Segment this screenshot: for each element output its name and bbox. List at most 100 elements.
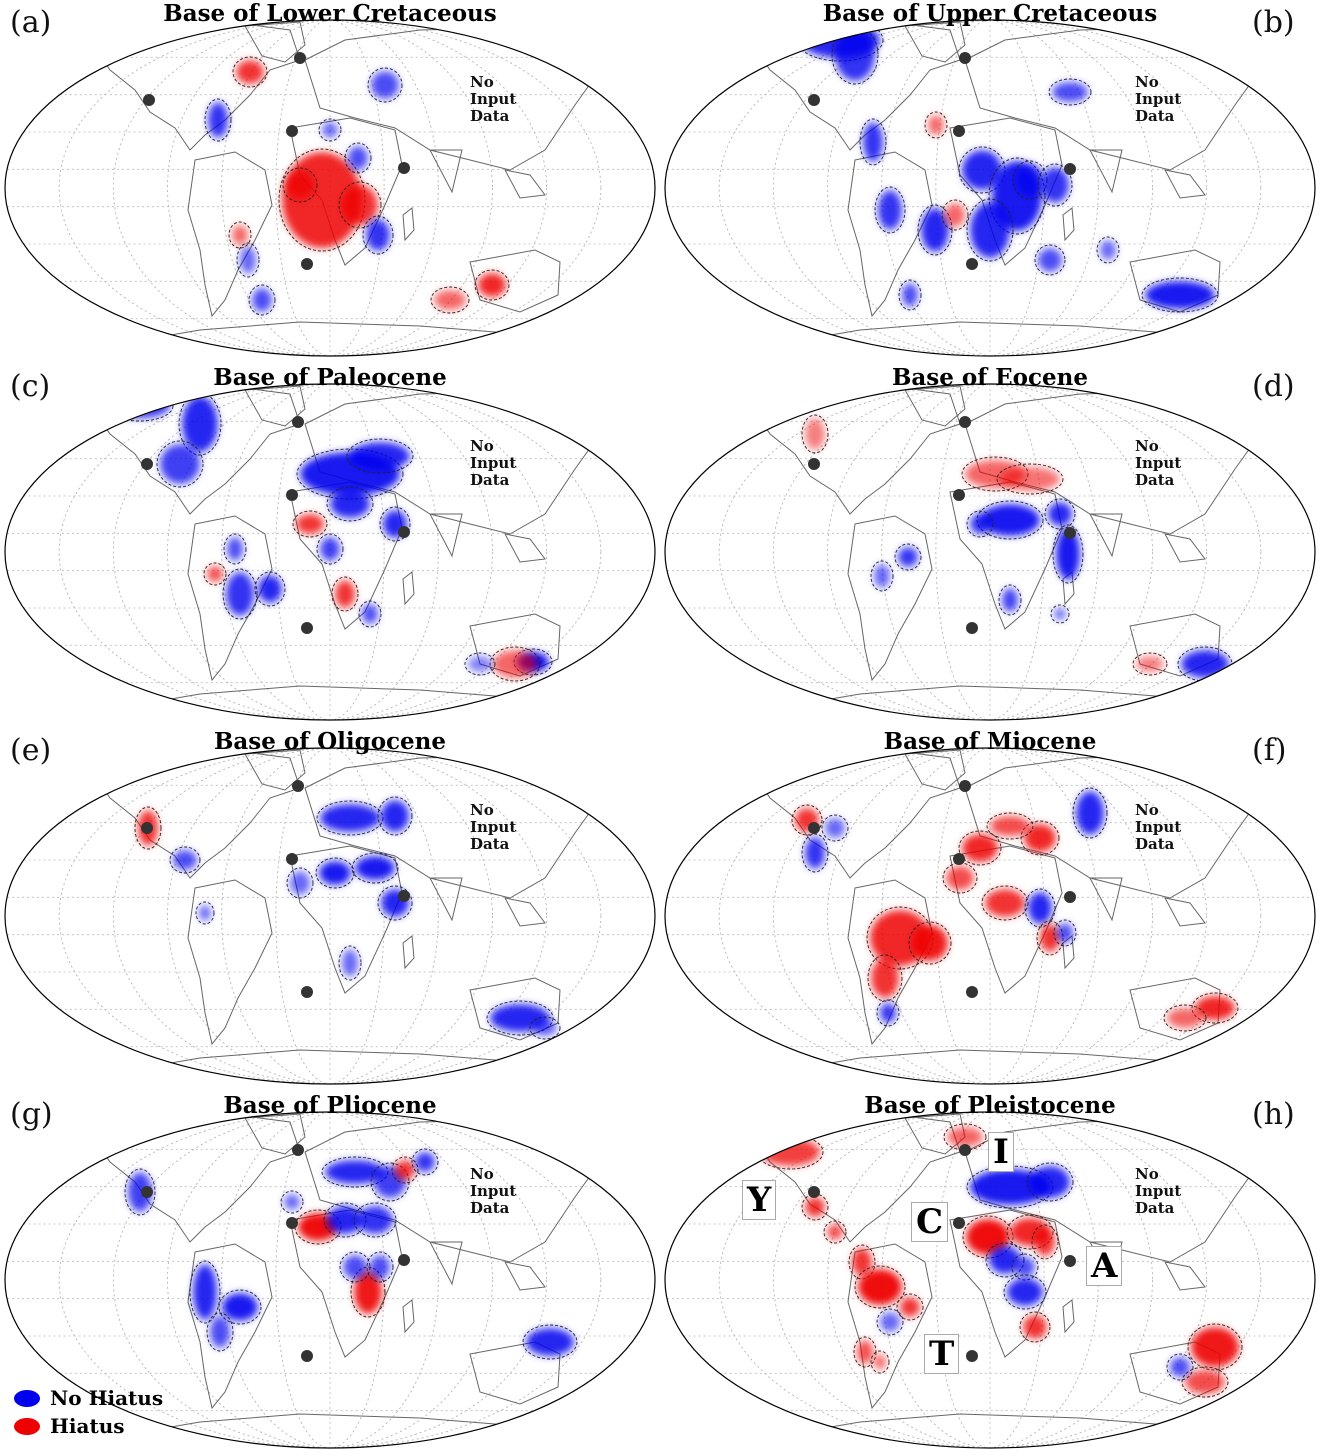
legend: No Hiatus Hiatus bbox=[14, 1384, 163, 1440]
hiatus-region bbox=[1031, 1224, 1059, 1260]
coastline-india bbox=[429, 149, 463, 194]
hiatus-region bbox=[848, 1244, 876, 1280]
panel-e: Base of Oligocene (e) No Input Data bbox=[0, 728, 660, 1092]
site-marker bbox=[292, 780, 304, 792]
panel-a: Base of Lower Cretaceous (a) No Input Data bbox=[0, 0, 660, 364]
meridian-line bbox=[718, 748, 1262, 1084]
no-input-data-note: No Input Data bbox=[1135, 1165, 1182, 1217]
map-g bbox=[4, 1111, 656, 1449]
site-marker bbox=[953, 1217, 965, 1229]
site-marker bbox=[808, 822, 820, 834]
site-marker bbox=[398, 1254, 410, 1266]
hiatus-region bbox=[801, 414, 829, 454]
no-hiatus-region bbox=[315, 857, 355, 889]
coastline-india bbox=[1089, 877, 1123, 922]
panel-label: (d) bbox=[1252, 369, 1295, 404]
no-input-data-note: No Input Data bbox=[1135, 73, 1182, 125]
no-hiatus-region bbox=[189, 1260, 221, 1324]
no-hiatus-region bbox=[1096, 236, 1120, 264]
no-hiatus-region bbox=[1034, 244, 1066, 276]
meridian-line bbox=[772, 1112, 1208, 1448]
site-label-a: A bbox=[1086, 1246, 1123, 1286]
hiatus-region bbox=[823, 1220, 847, 1244]
panel-title: Base of Pliocene bbox=[223, 1092, 437, 1119]
no-hiatus-region bbox=[1048, 78, 1092, 106]
site-marker bbox=[808, 1186, 820, 1198]
coastline-antarctica bbox=[789, 685, 1221, 720]
no-hiatus-region bbox=[464, 652, 496, 676]
site-marker bbox=[959, 52, 971, 64]
coastline-africa bbox=[949, 117, 1063, 266]
panel-label: (f) bbox=[1252, 733, 1287, 768]
site-marker bbox=[141, 1186, 153, 1198]
hiatus-region bbox=[338, 181, 382, 229]
no-hiatus-region bbox=[1011, 1253, 1039, 1281]
panel-label: (e) bbox=[10, 733, 52, 768]
coastline-southAmerica bbox=[847, 515, 933, 682]
site-marker bbox=[966, 1350, 978, 1362]
no-hiatus-region bbox=[801, 833, 829, 873]
meridian-line bbox=[772, 384, 1208, 720]
map-background bbox=[665, 1112, 1315, 1448]
site-marker bbox=[141, 822, 153, 834]
no-hiatus-region bbox=[351, 852, 399, 884]
hiatus-region bbox=[924, 111, 948, 139]
hiatus-swatch bbox=[14, 1417, 40, 1435]
no-hiatus-region bbox=[362, 215, 394, 255]
site-marker bbox=[143, 94, 155, 106]
meridian-line bbox=[718, 1112, 1262, 1448]
site-marker bbox=[953, 489, 965, 501]
hiatus-region bbox=[854, 1265, 906, 1309]
site-marker bbox=[286, 1217, 298, 1229]
site-label-y: Y bbox=[742, 1180, 777, 1220]
coastline-seAsia bbox=[504, 169, 546, 199]
meridian-line bbox=[167, 20, 493, 356]
no-hiatus-region bbox=[286, 867, 314, 899]
meridian-line bbox=[772, 20, 1208, 356]
no-hiatus-region bbox=[236, 242, 260, 278]
meridian-line bbox=[221, 20, 439, 356]
site-marker bbox=[294, 52, 306, 64]
hiatus-region bbox=[986, 812, 1034, 840]
coastline-greenland bbox=[904, 749, 966, 791]
coastline-madagascar bbox=[1062, 207, 1075, 242]
map-outline bbox=[664, 747, 1316, 1085]
hiatus-region bbox=[391, 1156, 419, 1184]
site-label-i: I bbox=[988, 1132, 1014, 1172]
coastline-madagascar bbox=[402, 571, 415, 606]
meridian-line bbox=[112, 20, 548, 356]
map-outline bbox=[4, 383, 656, 721]
map-outline bbox=[664, 1111, 1316, 1449]
hiatus-region bbox=[1132, 652, 1168, 676]
no-input-data-note: No Input Data bbox=[470, 437, 517, 489]
hiatus-region bbox=[1019, 1311, 1051, 1343]
site-marker bbox=[301, 622, 313, 634]
hiatus-region bbox=[474, 269, 510, 301]
no-hiatus-region bbox=[367, 67, 403, 103]
site-marker bbox=[966, 622, 978, 634]
meridian-line bbox=[827, 20, 1153, 356]
meridian-line bbox=[112, 1112, 548, 1448]
meridian-line bbox=[718, 20, 1262, 356]
panel-title: Base of Eocene bbox=[891, 364, 1089, 391]
coastline-southAmerica bbox=[847, 1243, 933, 1410]
site-marker bbox=[953, 853, 965, 865]
no-hiatus-region bbox=[998, 584, 1022, 616]
site-marker bbox=[301, 1350, 313, 1362]
site-marker bbox=[1064, 891, 1076, 903]
coastline-southAmerica bbox=[187, 515, 273, 682]
coastline-india bbox=[1089, 149, 1123, 194]
coastline-seAsia bbox=[1164, 169, 1206, 199]
site-marker bbox=[959, 416, 971, 428]
panel-b: Base of Upper Cretaceous (b) No Input Data bbox=[660, 0, 1320, 364]
map-f bbox=[664, 747, 1316, 1085]
no-hiatus-region bbox=[318, 118, 342, 142]
map-outline bbox=[664, 19, 1316, 357]
panel-title: Base of Oligocene bbox=[213, 728, 447, 755]
no-hiatus-region bbox=[1072, 787, 1108, 839]
hiatus-region bbox=[908, 921, 952, 965]
hiatus-region bbox=[292, 510, 328, 538]
no-hiatus-region bbox=[876, 999, 900, 1027]
no-hiatus-region bbox=[195, 901, 215, 925]
site-marker bbox=[808, 94, 820, 106]
